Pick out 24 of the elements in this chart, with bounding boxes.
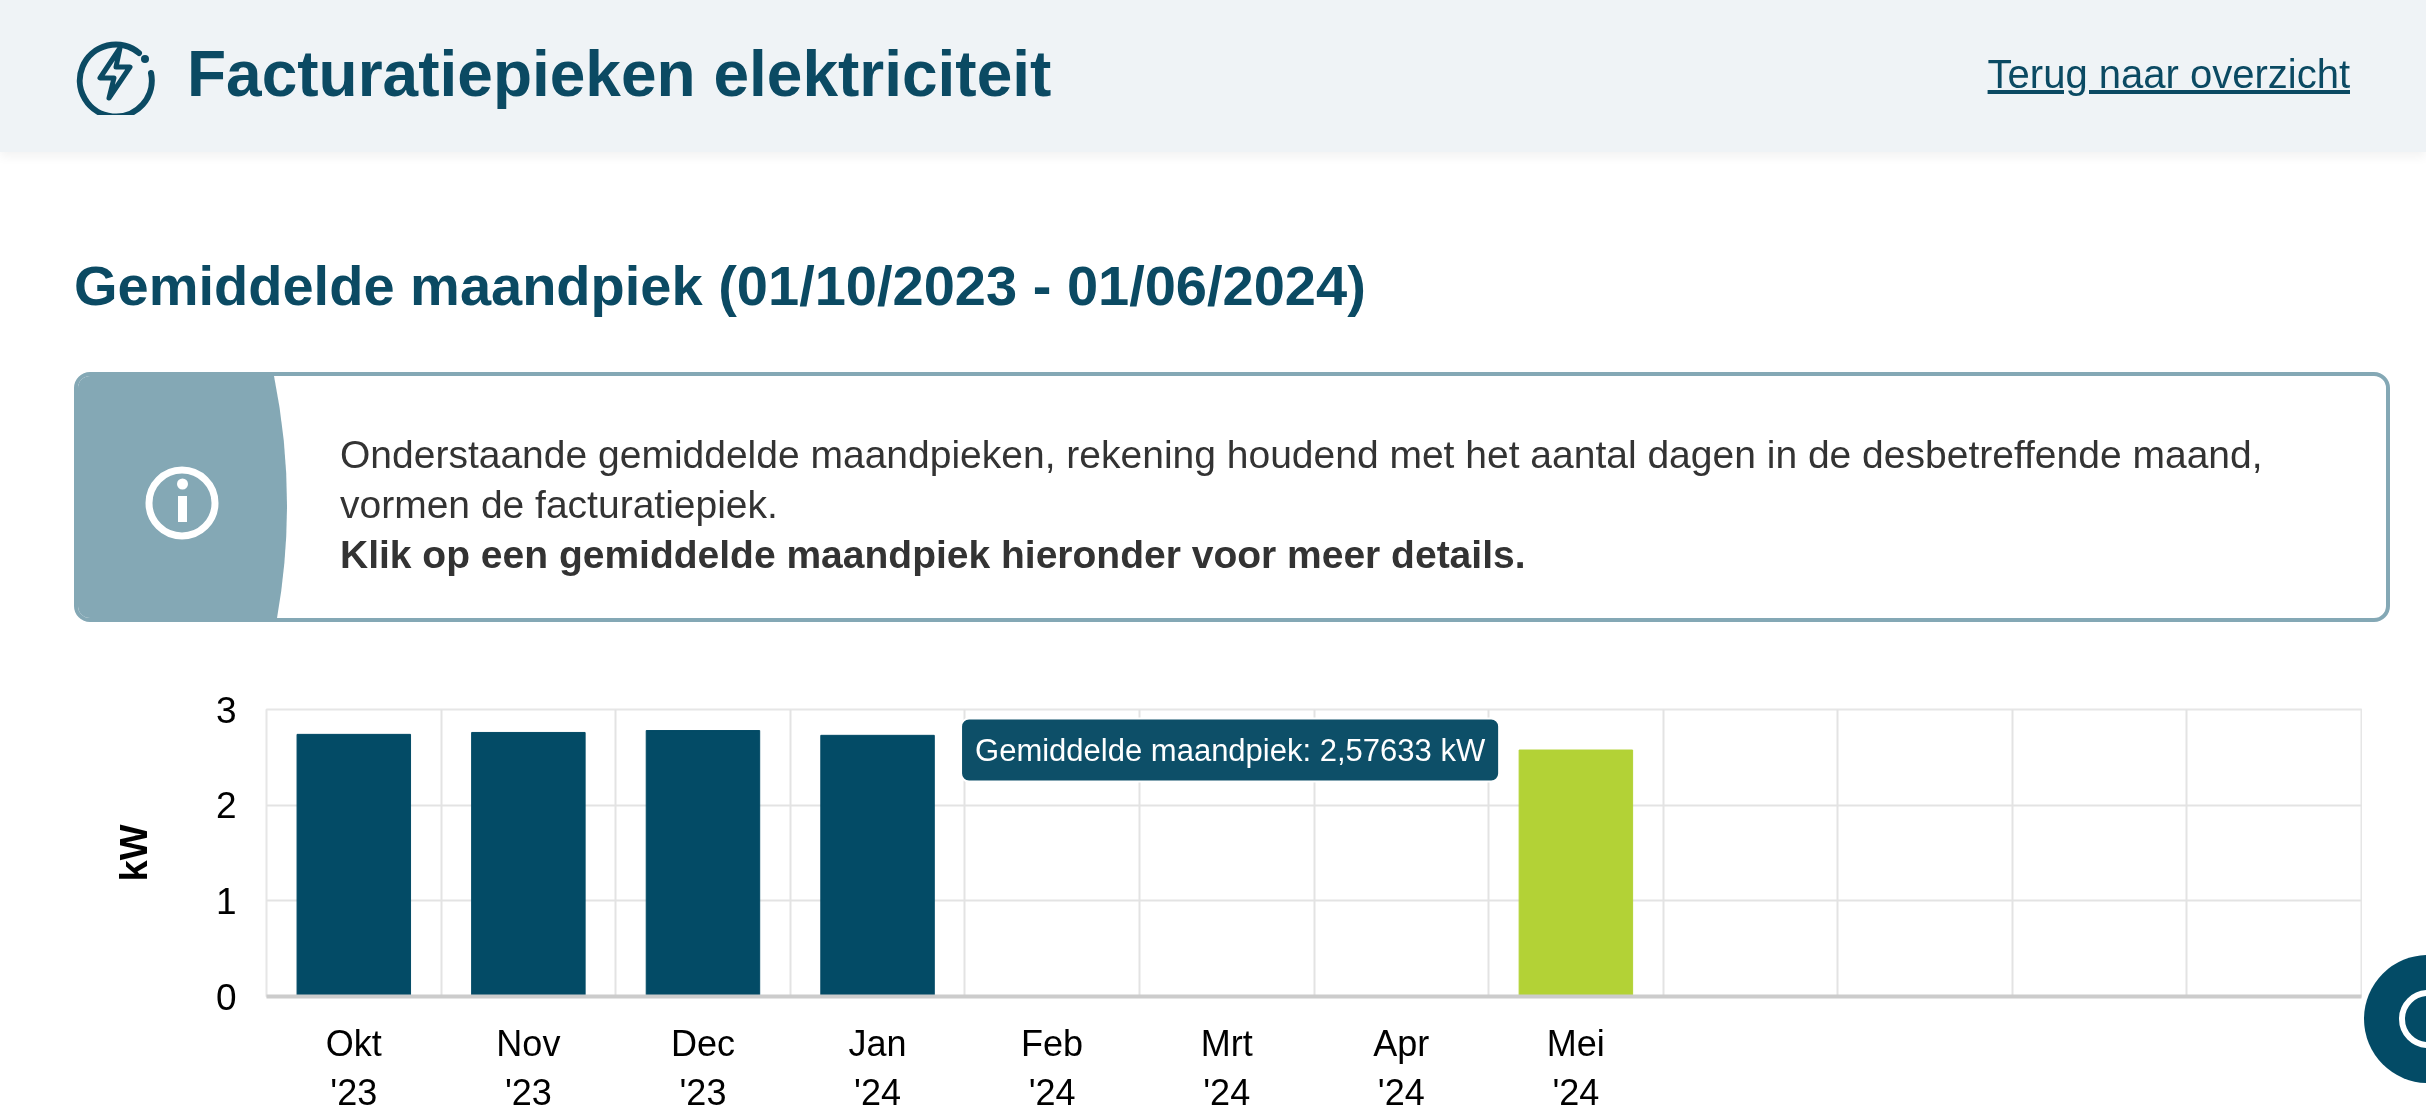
chart-subtitle: Gemiddelde maandpiek (01/10/2023 - 01/06/2024) (74, 254, 1366, 318)
text: Klik op een gemiddelde maandpiek hieronder voor meer details. (340, 532, 1527, 578)
bar (296, 733, 412, 997)
y-tick-label: 2 (215, 785, 237, 827)
x-tick-label: Jan '24 (848, 1022, 907, 1112)
x-tick-label: Apr '24 (1373, 1022, 1430, 1112)
y-tick-label: 0 (215, 976, 237, 1018)
bar (1518, 749, 1634, 997)
x-tick-label: Mei '24 (1546, 1022, 1605, 1112)
bar (471, 731, 586, 997)
y-axis-title: kW (112, 824, 155, 882)
text: Terug naar overzicht (1987, 51, 2350, 98)
chart-title: Facturatiepieken elektriciteit (187, 37, 1052, 112)
x-tick-label: Mrt '24 (1200, 1022, 1253, 1112)
text: Onderstaande gemiddelde maandpieken, rekening houdend met het aantal dagen in de desbetreffende maand, vormen de facturatiepiek. (340, 432, 2264, 528)
x-tick-label: Feb '24 (1021, 1022, 1084, 1112)
y-tick-label: 3 (215, 689, 237, 731)
bar (645, 730, 761, 997)
annotation: Gemiddelde maandpiek: 2,57633 kW (975, 732, 1486, 768)
x-tick-label: Nov '23 (496, 1022, 561, 1112)
x-tick-label: Okt '23 (325, 1022, 382, 1112)
x-tick-label: Dec '23 (670, 1022, 735, 1112)
bar (820, 734, 935, 997)
y-tick-label: 1 (215, 880, 237, 922)
